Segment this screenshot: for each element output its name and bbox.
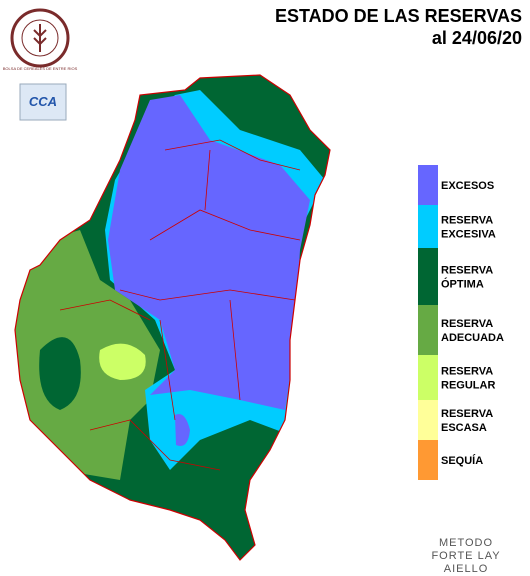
legend-label: RESERVA [441,366,493,378]
province-map [14,74,331,561]
legend-swatch [418,205,438,248]
legend-label: RESERVA [441,408,493,420]
seal-logo: BOLSA DE CEREALES DE ENTRE RIOS [3,8,78,71]
legend-label: RESERVA [441,265,493,277]
legend-swatch [418,355,438,400]
legend-swatch [418,400,438,440]
legend-label: EXCESIVA [441,229,496,241]
method-line: METODO [439,537,493,549]
legend-label: EXCESOS [441,180,494,192]
seal-text: BOLSA DE CEREALES DE ENTRE RIOS [3,66,78,71]
method-line: AIELLO [444,563,489,575]
badge-text: CCA [29,94,57,109]
legend-label: REGULAR [441,380,495,392]
legend-label: ÓPTIMA [441,278,484,291]
legend-label: RESERVA [441,318,493,330]
method-line: FORTE LAY [431,550,500,562]
legend-label: ADECUADA [441,332,504,344]
legend-label: RESERVA [441,215,493,227]
cca-badge: CCA [19,83,67,121]
legend-label: SEQUÍA [441,454,483,467]
legend: EXCESOSRESERVAEXCESIVARESERVAÓPTIMARESER… [418,165,504,480]
title-line: ESTADO DE LAS RESERVAS [275,6,522,26]
legend-swatch [418,305,438,355]
legend-swatch [418,165,438,205]
legend-label: ESCASA [441,422,487,434]
legend-swatch [418,440,438,480]
title-date: al 24/06/20 [432,28,522,48]
legend-swatch [418,248,438,305]
